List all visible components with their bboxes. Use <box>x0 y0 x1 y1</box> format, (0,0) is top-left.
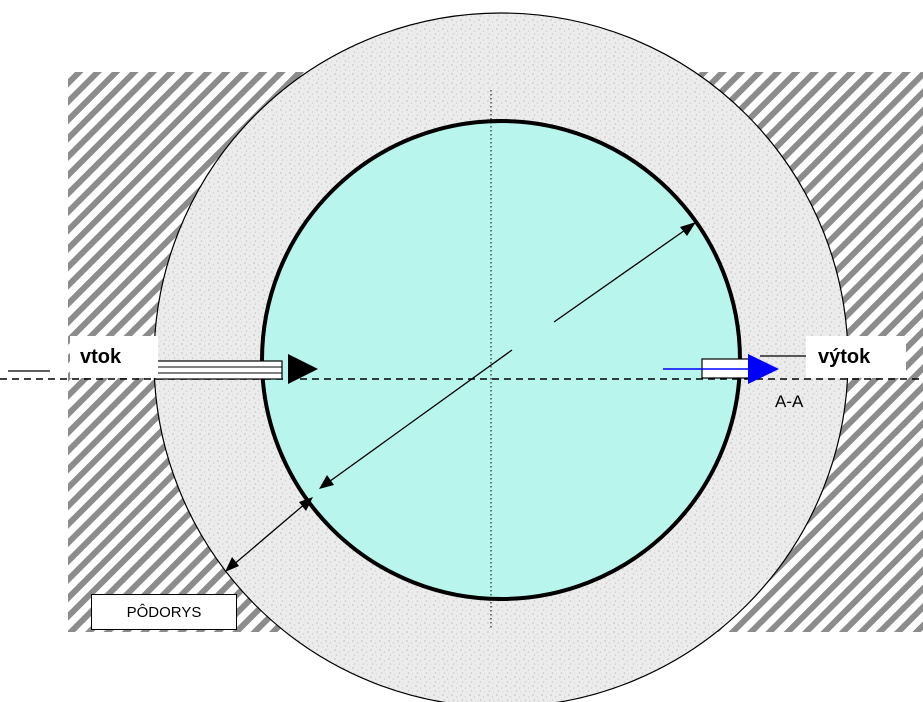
diameter-dimension <box>319 349 513 489</box>
radius-dimension <box>553 222 696 323</box>
section-mark-label: A-A <box>775 392 804 411</box>
inflow-pipe <box>154 360 283 380</box>
inflow-arrow-icon <box>288 354 318 384</box>
plan-view-label: PÔDORYS <box>91 594 237 630</box>
tank-water-circle <box>260 119 742 601</box>
outflow-arrow-icon <box>748 354 779 384</box>
outflow-label: výtok <box>806 336 906 378</box>
inflow-label: vtok <box>70 336 158 378</box>
wall-thickness-dimension <box>225 497 313 572</box>
